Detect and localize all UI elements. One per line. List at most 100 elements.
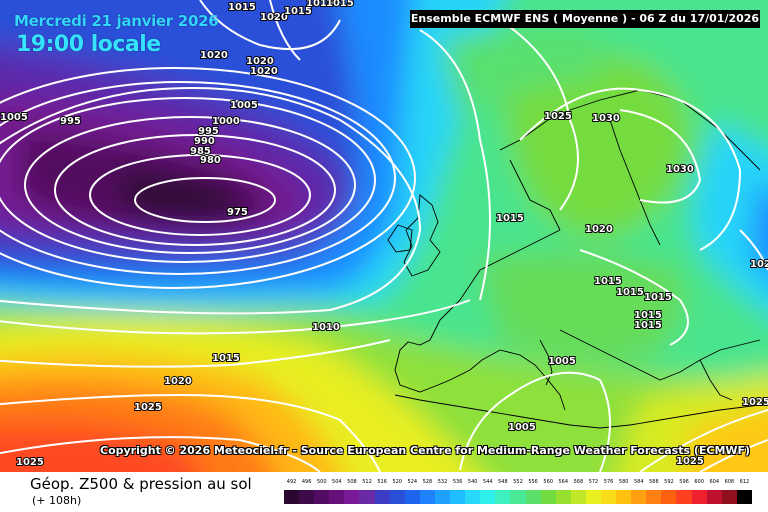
pressure-label: 1015 xyxy=(212,353,240,364)
legend-tick-label: 600 xyxy=(694,479,704,485)
legend-swatch xyxy=(329,490,345,504)
legend-tick-label: 492 xyxy=(286,479,297,485)
legend-swatch xyxy=(616,490,632,504)
pressure-label: 1015 xyxy=(634,320,662,331)
legend-swatch xyxy=(389,490,405,504)
legend-tick-label: 604 xyxy=(709,479,720,485)
legend-swatch xyxy=(600,490,617,504)
legend-tick-label: 500 xyxy=(316,479,327,485)
legend-swatch xyxy=(540,490,556,504)
pressure-label: 1010 xyxy=(312,322,340,333)
pressure-label: 1005 xyxy=(508,422,536,433)
lead-time: (+ 108h) xyxy=(32,494,82,507)
legend-swatch xyxy=(314,490,330,504)
legend-swatch xyxy=(434,490,451,504)
pressure-label: 1015 xyxy=(326,0,354,9)
legend-tick-label: 536 xyxy=(452,479,463,485)
legend-swatch xyxy=(359,490,375,504)
copyright-notice: Copyright © 2026 Meteociel.fr - Source E… xyxy=(100,444,751,457)
pressure-label: 980 xyxy=(200,155,221,166)
legend-tick-label: 540 xyxy=(467,479,478,485)
legend-tick-label: 584 xyxy=(633,479,644,485)
legend-swatch xyxy=(646,490,662,504)
pressure-label: 990 xyxy=(194,136,215,147)
map-svg: 1015 1020 1015 1015 1015 1020 1020 1020 … xyxy=(0,0,768,472)
legend-tick-label: 608 xyxy=(724,479,735,485)
color-legend: 492 496 500 504 508 512 516 520 524 528 532 536 540 5… xyxy=(284,479,752,504)
legend-tick-label: 588 xyxy=(649,479,659,485)
legend-tick-label: 520 xyxy=(392,479,402,485)
legend-swatch xyxy=(419,490,435,504)
pressure-label: 995 xyxy=(60,116,81,127)
legend-tick-label: 576 xyxy=(603,479,614,485)
footer-bar: Géop. Z500 & pression au sol (+ 108h) 49… xyxy=(0,472,768,512)
pressure-label: 1000 xyxy=(212,116,240,127)
legend-swatch xyxy=(525,490,541,504)
pressure-label: 1015 xyxy=(594,276,622,287)
legend-tick-label: 568 xyxy=(573,479,584,485)
pressure-label: 1015 xyxy=(616,287,644,298)
pressure-label: 1020 xyxy=(164,376,192,387)
legend-tick-label: 528 xyxy=(422,479,433,485)
pressure-label: 1025 xyxy=(134,402,162,413)
pressure-label: 1015 xyxy=(496,213,524,224)
weather-map: 1015 1020 1015 1015 1015 1020 1020 1020 … xyxy=(0,0,768,472)
legend-tick-label: 548 xyxy=(498,479,508,485)
pressure-label: 1025 xyxy=(544,111,572,122)
legend-tick-label: 512 xyxy=(362,479,372,485)
legend-swatch xyxy=(404,490,420,504)
pressure-label: 995 xyxy=(198,126,219,137)
legend-swatch xyxy=(570,490,586,504)
legend-swatch xyxy=(585,490,601,504)
pressure-label: 1020 xyxy=(200,50,228,61)
pressure-label: 975 xyxy=(227,207,248,218)
pressure-labels: 1015 1020 1015 1015 1015 1020 1020 1020 … xyxy=(0,0,768,469)
coastlines xyxy=(387,89,761,429)
legend-swatch xyxy=(510,490,526,504)
pressure-label: 102 xyxy=(750,259,768,270)
legend-tick-label: 572 xyxy=(588,479,599,485)
forecast-time: 19:00 locale xyxy=(16,32,161,57)
legend-tick-label: 504 xyxy=(332,479,342,485)
pressure-label: 1030 xyxy=(666,164,694,175)
legend-tick-label: 560 xyxy=(543,479,553,485)
pressure-label: 1005 xyxy=(230,100,258,111)
pressure-label: 1025 xyxy=(742,397,768,408)
legend-swatch xyxy=(721,490,737,504)
pressure-label: 985 xyxy=(190,146,211,157)
legend-tick-label: 516 xyxy=(377,479,387,485)
forecast-date: Mercredi 21 janvier 2026 xyxy=(14,12,219,30)
pressure-label: 1030 xyxy=(592,113,620,124)
legend-swatch xyxy=(706,490,722,504)
legend-tick-label: 552 xyxy=(513,479,523,485)
legend-tick-label: 524 xyxy=(407,479,418,485)
legend-tick-label: 532 xyxy=(437,479,448,485)
field-title: Géop. Z500 & pression au sol xyxy=(30,475,252,493)
pressure-label: 1025 xyxy=(676,456,704,467)
legend-swatch xyxy=(465,490,481,504)
pressure-label: 1020 xyxy=(585,224,613,235)
pressure-label: 1005 xyxy=(548,356,576,367)
pressure-label: 1015 xyxy=(228,2,256,13)
legend-labels: 492 496 500 504 508 512 516 520 524 528 532 536 540 5… xyxy=(284,479,752,487)
legend-tick-label: 596 xyxy=(679,479,689,485)
pressure-label: 1015 xyxy=(284,6,312,17)
legend-swatch xyxy=(736,490,752,504)
pressure-label: 1020 xyxy=(260,12,288,23)
model-run-label: Ensemble ECMWF ENS ( Moyenne ) - 06 Z du… xyxy=(410,10,760,28)
legend-tick-label: 592 xyxy=(664,479,674,485)
legend-tick-label: 556 xyxy=(528,479,538,485)
pressure-label: 1015 xyxy=(634,310,662,321)
legend-tick-label: 496 xyxy=(301,479,312,485)
legend-swatch xyxy=(299,490,315,504)
pressure-label: 1020 xyxy=(250,66,278,77)
legend-swatch xyxy=(631,490,647,504)
legend-tick-label: 508 xyxy=(347,479,357,485)
legend-swatch xyxy=(344,490,360,504)
legend-tick-label: 580 xyxy=(618,479,629,485)
legend-swatch xyxy=(661,490,677,504)
legend-bar xyxy=(284,490,752,504)
legend-swatch xyxy=(480,490,496,504)
pressure-label: 1015 xyxy=(306,0,334,9)
